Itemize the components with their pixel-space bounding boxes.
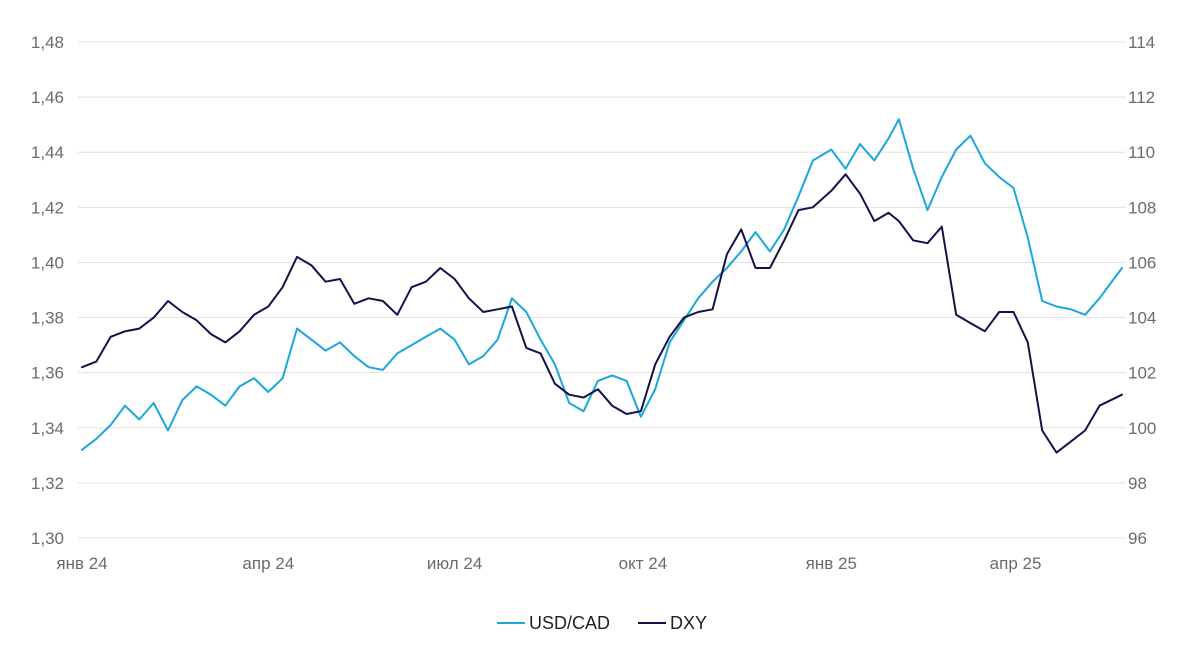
series-line-0 bbox=[81, 118, 1123, 451]
left-y-tick-label: 1,38 bbox=[31, 309, 64, 328]
right-y-tick-label: 96 bbox=[1128, 529, 1147, 548]
right-y-tick-label: 102 bbox=[1128, 364, 1156, 383]
right-y-tick-label: 100 bbox=[1128, 419, 1156, 438]
x-tick-label: апр 25 bbox=[990, 554, 1042, 573]
right-y-axis-ticks: 96 98 100 102 104 106 108 110 112 114 bbox=[1128, 33, 1156, 548]
left-y-tick-label: 1,40 bbox=[31, 253, 64, 272]
x-tick-label: апр 24 bbox=[242, 554, 294, 573]
right-y-tick-label: 112 bbox=[1128, 88, 1155, 107]
x-axis-ticks: янв 24 апр 24 июл 24 окт 24 янв 25 апр 25 bbox=[56, 554, 1041, 573]
x-tick-label: июл 24 bbox=[427, 554, 482, 573]
series-lines bbox=[81, 118, 1123, 454]
x-tick-label: окт 24 bbox=[619, 554, 668, 573]
legend: USD/CAD DXY bbox=[497, 613, 707, 633]
legend-label: DXY bbox=[670, 613, 707, 633]
left-y-tick-label: 1,42 bbox=[31, 198, 64, 217]
left-y-tick-label: 1,36 bbox=[31, 364, 64, 383]
right-y-tick-label: 110 bbox=[1128, 143, 1155, 162]
x-tick-label: янв 24 bbox=[56, 554, 107, 573]
right-y-tick-label: 108 bbox=[1128, 198, 1156, 217]
left-y-tick-label: 1,32 bbox=[31, 474, 64, 493]
left-y-tick-label: 1,30 bbox=[31, 529, 64, 548]
right-y-tick-label: 98 bbox=[1128, 474, 1147, 493]
series-line-1 bbox=[81, 173, 1123, 454]
right-y-tick-label: 104 bbox=[1128, 309, 1156, 328]
right-y-tick-label: 114 bbox=[1128, 33, 1155, 52]
left-y-tick-label: 1,44 bbox=[31, 143, 64, 162]
gridlines bbox=[78, 41, 1126, 539]
right-y-tick-label: 106 bbox=[1128, 253, 1156, 272]
left-y-tick-label: 1,48 bbox=[31, 33, 64, 52]
x-tick-label: янв 25 bbox=[806, 554, 857, 573]
left-y-tick-label: 1,34 bbox=[31, 419, 64, 438]
legend-label: USD/CAD bbox=[529, 613, 610, 633]
left-y-tick-label: 1,46 bbox=[31, 88, 64, 107]
left-y-axis-ticks: 1,30 1,32 1,34 1,36 1,38 1,40 1,42 1,44 1,46 1,48 bbox=[31, 33, 64, 548]
